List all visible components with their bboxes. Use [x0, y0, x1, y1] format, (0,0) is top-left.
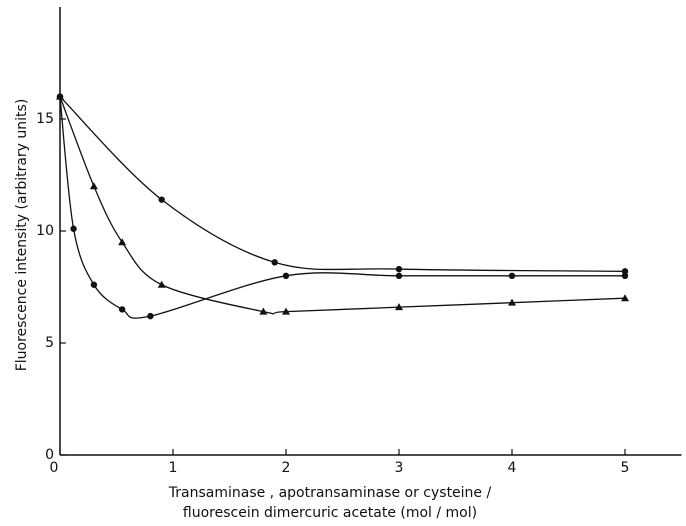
marker: [395, 272, 403, 279]
marker: [56, 93, 64, 100]
marker: [157, 280, 166, 288]
marker: [158, 196, 165, 203]
y-tick-label: 5: [45, 335, 54, 351]
marker: [118, 238, 127, 246]
marker: [621, 272, 629, 279]
marker: [271, 259, 278, 266]
x-tick-label: 4: [508, 460, 517, 476]
line: [59, 96, 625, 319]
marker: [90, 281, 98, 288]
marker: [259, 307, 268, 315]
x-tick-label: 0: [50, 460, 59, 476]
marker: [621, 268, 629, 275]
x-tick-label: 2: [282, 460, 291, 476]
marker: [70, 225, 77, 232]
line: [59, 96, 626, 272]
marker: [395, 265, 403, 273]
y-tick-label: 15: [36, 111, 54, 127]
marker: [395, 303, 403, 311]
y-tick-label: 10: [36, 223, 54, 239]
marker: [89, 182, 98, 190]
marker: [118, 306, 126, 313]
x-axis-label: Transaminase , apotransaminase or cystei…: [168, 485, 492, 501]
marker: [282, 272, 290, 279]
x-tick-label: 1: [169, 460, 178, 476]
x-tick-label: 5: [621, 460, 630, 476]
y-axis-label: Fluorescence intensity (arbitrary units): [14, 99, 30, 372]
x-axis-label: fluorescein dimercuric acetate (mol / mo…: [183, 505, 477, 521]
marker: [282, 307, 290, 315]
line: [59, 96, 626, 315]
marker: [147, 312, 154, 320]
y-tick-label: 0: [45, 447, 54, 463]
x-tick-label: 3: [395, 460, 404, 476]
marker: [508, 272, 516, 279]
marker: [621, 294, 629, 302]
marker: [508, 298, 516, 306]
